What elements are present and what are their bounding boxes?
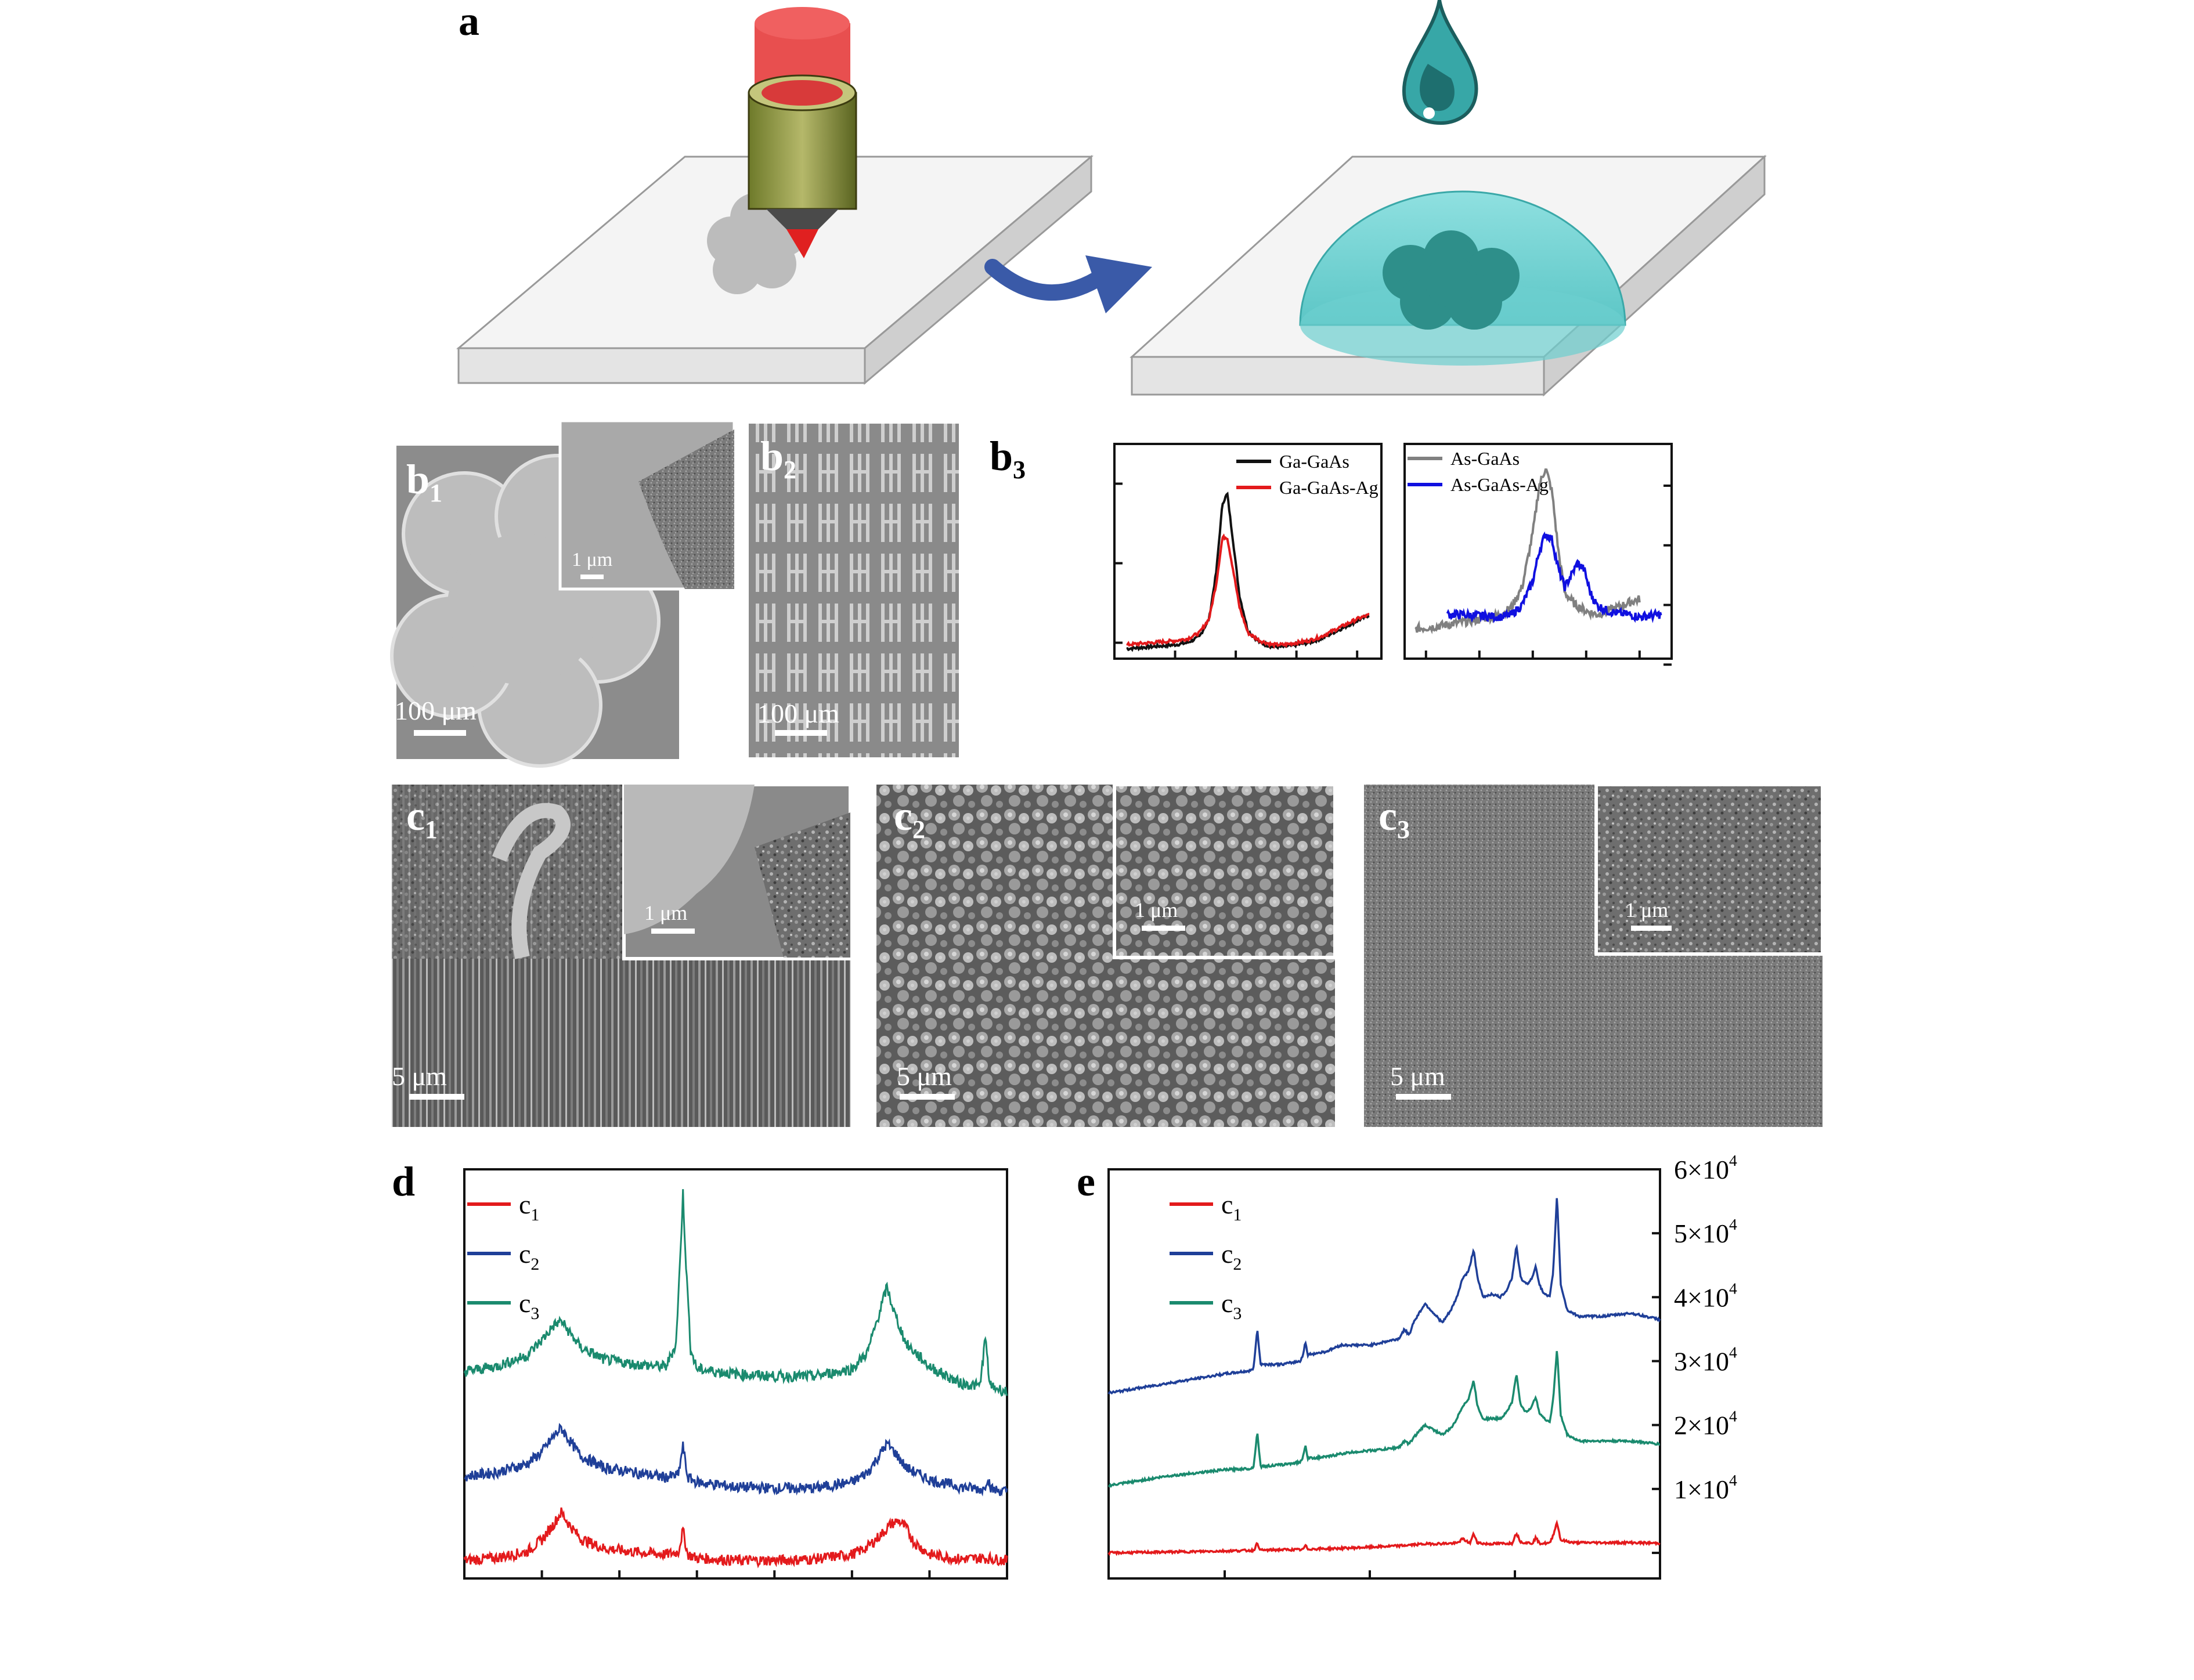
scale-bar-inset-c1: 1 μm <box>644 901 687 924</box>
legend-label-sub: 2 <box>1233 1255 1242 1274</box>
series-line-c1 <box>463 1507 1008 1569</box>
panel-label-a: a <box>459 0 479 44</box>
legend-label-main: c <box>519 1239 531 1269</box>
panel-b1: 1 μm b1 100 μm <box>390 419 736 768</box>
panel-label-c2: c2 <box>894 793 925 844</box>
legend-label: As-GaAs-Ag <box>1450 474 1549 495</box>
laser-objective <box>748 7 857 258</box>
substrate-left <box>456 154 1094 385</box>
droplet-icon <box>1402 0 1478 125</box>
y-tick-exponent: 4 <box>1729 1151 1737 1169</box>
y-tick-exponent: 4 <box>1729 1407 1737 1425</box>
y-tick-exponent: 4 <box>1729 1215 1737 1233</box>
y-tick-label: 1×104 <box>1674 1471 1737 1504</box>
y-tick-label: 5×104 <box>1674 1215 1737 1248</box>
legend-label-sub: 3 <box>531 1304 539 1323</box>
legend: Ga-GaAs Ga-GaAs-Ag <box>1236 451 1379 498</box>
y-tick-label: 4×104 <box>1674 1279 1737 1312</box>
panel-label-b3: b3 <box>990 433 1026 484</box>
panel-label-b1: b1 <box>406 456 442 507</box>
scale-bar-c1: 5 μm <box>392 1061 447 1091</box>
scale-bar-c3: 5 μm <box>1390 1061 1445 1091</box>
solution-dome <box>1299 190 1626 366</box>
panel-label-e: e <box>1077 1158 1095 1205</box>
panel-c1: 1 μm c1 5 μm <box>392 783 852 1127</box>
plot-frame <box>463 1168 1008 1580</box>
legend-label-main: c <box>1221 1239 1233 1269</box>
series-line-as-gaas <box>1414 468 1641 634</box>
panel-b3: b3 Ga-GaAs Ga-GaAs-Ag As-GaAs As-GaAs-Ag <box>990 433 1673 666</box>
plot-frame <box>1403 443 1673 660</box>
scale-bar-c2: 5 μm <box>897 1061 952 1091</box>
series-line-c1 <box>1107 1519 1661 1556</box>
series-line-ga-gaas-ag <box>1126 533 1370 649</box>
legend-label: c3 <box>519 1288 539 1323</box>
legend-label-main: c <box>1221 1190 1233 1219</box>
plot-frame <box>1113 443 1383 660</box>
legend-label: c2 <box>1221 1239 1242 1274</box>
scale-bar-b1: 100 μm <box>395 696 477 725</box>
panel-label-c1: c1 <box>406 793 438 844</box>
y-tick-exponent: 4 <box>1729 1471 1737 1489</box>
inset-c1: 1 μm <box>622 783 852 960</box>
sem-image-b2 <box>749 424 959 757</box>
legend-label-main: c <box>519 1288 531 1318</box>
xps-ga-chart: Ga-GaAs Ga-GaAs-Ag <box>1113 443 1383 660</box>
inset-b1: 1 μm <box>558 419 736 591</box>
legend-label-sub: 1 <box>531 1205 539 1224</box>
panel-label-d: d <box>392 1158 415 1205</box>
series-line-c3 <box>463 1189 1008 1397</box>
series-line-c3 <box>1107 1351 1661 1488</box>
flower-pattern <box>707 193 808 294</box>
inset-c3: 1 μm <box>1594 783 1824 956</box>
legend-label-main: c <box>519 1190 531 1219</box>
panel-b2: b2 100 μm <box>749 424 959 757</box>
inset-c2: 1 μm <box>1113 783 1337 959</box>
legend-label-main: c <box>1221 1288 1233 1318</box>
legend-label: c1 <box>1221 1190 1242 1224</box>
y-tick-exponent: 4 <box>1729 1279 1737 1297</box>
scale-bar-b2: 100 μm <box>757 699 839 728</box>
y-tick-label: 3×104 <box>1674 1343 1737 1376</box>
process-arrow <box>984 259 1111 301</box>
y-tick-label: 2×104 <box>1674 1407 1737 1440</box>
y-tick-exponent: 4 <box>1729 1343 1737 1361</box>
xps-as-chart: As-GaAs As-GaAs-Ag <box>1403 443 1673 666</box>
legend-label: c2 <box>519 1239 539 1274</box>
legend-label: Ga-GaAs-Ag <box>1279 477 1379 498</box>
legend-label: c1 <box>519 1190 539 1224</box>
legend-label: c3 <box>1221 1288 1242 1323</box>
legend-label: As-GaAs <box>1450 448 1520 469</box>
panel-c3: 1 μm c3 5 μm <box>1364 783 1824 1127</box>
scale-bar-inset-c3: 1 μm <box>1625 898 1668 922</box>
series-line-c2 <box>1107 1198 1661 1395</box>
legend-label-sub: 3 <box>1233 1304 1242 1323</box>
legend: As-GaAs As-GaAs-Ag <box>1408 448 1549 495</box>
panel-a: a <box>456 0 1767 397</box>
scale-bar-inset-c2: 1 μm <box>1135 898 1178 922</box>
series-line-as-gaas-ag <box>1446 531 1662 624</box>
process-arrow-head <box>1085 255 1152 313</box>
y-tick-label: 6×104 <box>1674 1151 1737 1184</box>
series-line-ga-gaas <box>1126 492 1370 652</box>
legend-label-sub: 1 <box>1233 1205 1242 1224</box>
legend-label-sub: 2 <box>531 1255 539 1274</box>
scale-bar-inset-b1: 1 μm <box>572 549 612 570</box>
legend-label: Ga-GaAs <box>1279 451 1349 472</box>
panel-c2: 1 μm c2 5 μm <box>876 783 1337 1127</box>
panel-label-c3: c3 <box>1379 793 1410 844</box>
plot-frame <box>1107 1168 1661 1580</box>
series-line-c2 <box>464 1422 1008 1497</box>
panel-label-b2: b2 <box>760 433 796 484</box>
